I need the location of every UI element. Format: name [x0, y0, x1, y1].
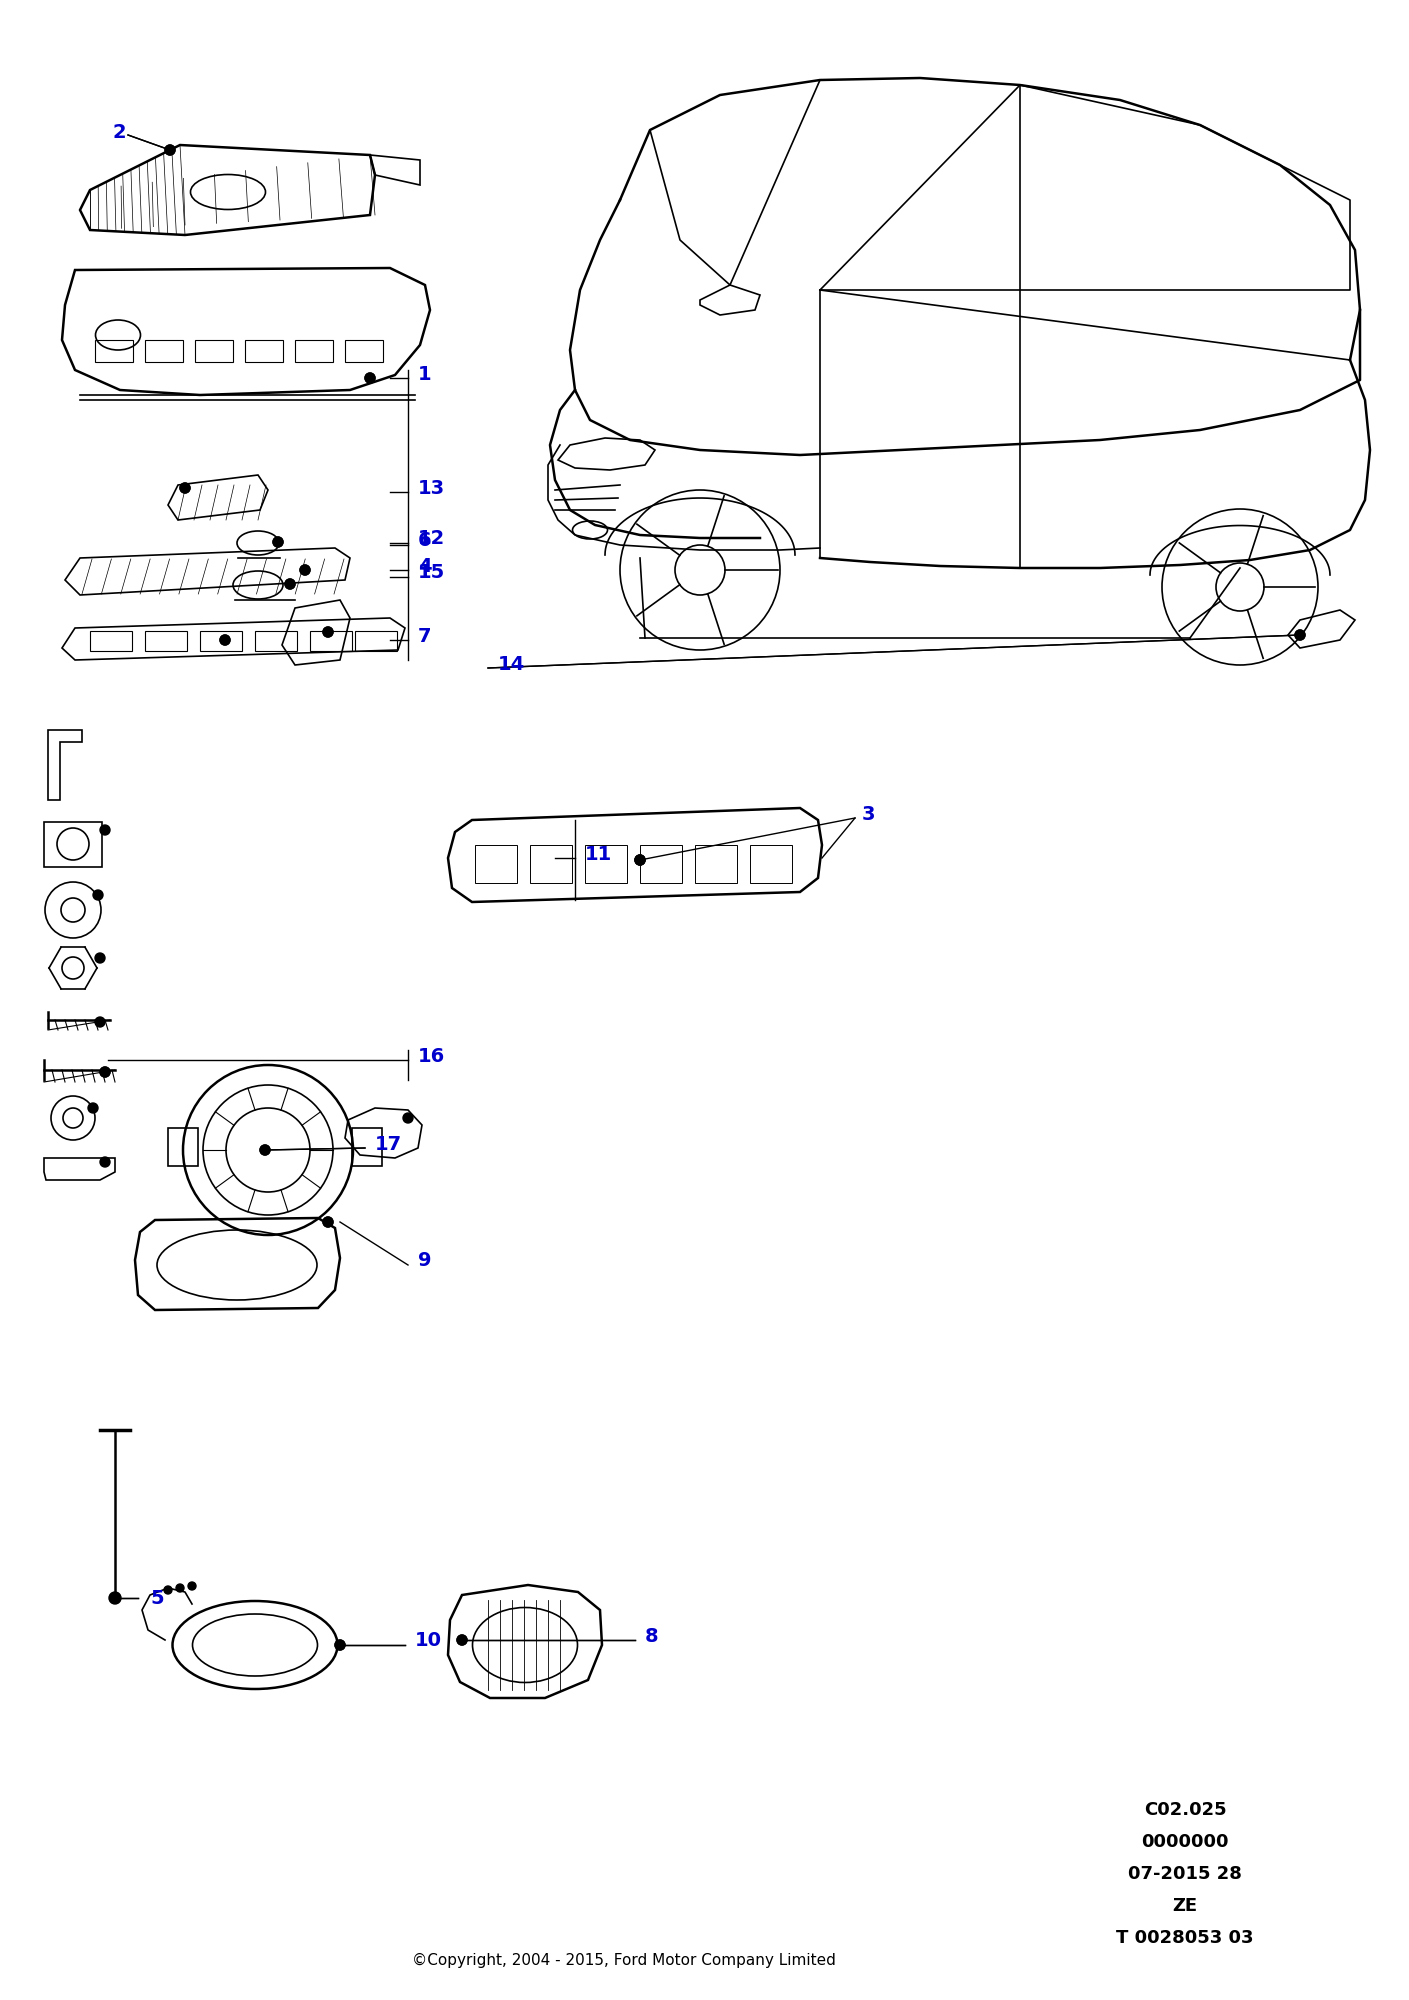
Circle shape [100, 1068, 110, 1076]
Circle shape [323, 1216, 333, 1226]
Circle shape [180, 482, 190, 492]
Text: 16: 16 [418, 1046, 445, 1066]
Circle shape [335, 1640, 345, 1650]
Text: T 0028053 03: T 0028053 03 [1116, 1928, 1254, 1948]
Text: 3: 3 [862, 806, 875, 824]
Circle shape [163, 1586, 172, 1594]
Circle shape [273, 536, 283, 546]
Circle shape [323, 628, 333, 636]
Bar [585, 844, 627, 884]
Circle shape [323, 1216, 333, 1226]
Circle shape [1295, 630, 1305, 640]
Text: 17: 17 [375, 1134, 402, 1154]
Circle shape [94, 954, 106, 964]
Bar [90, 632, 132, 652]
Circle shape [261, 1144, 271, 1156]
Bar [94, 340, 132, 362]
Bar [255, 632, 297, 652]
Circle shape [285, 580, 294, 588]
Text: C02.025: C02.025 [1144, 1800, 1226, 1820]
Text: 7: 7 [418, 626, 431, 646]
Text: ZE: ZE [1172, 1896, 1198, 1916]
Circle shape [285, 580, 294, 588]
Text: 1: 1 [418, 364, 431, 384]
Bar [294, 340, 333, 362]
Circle shape [93, 890, 103, 900]
Bar [145, 340, 183, 362]
Circle shape [261, 1144, 271, 1156]
Circle shape [273, 536, 283, 546]
Bar [530, 844, 572, 884]
Text: 9: 9 [418, 1252, 431, 1270]
Circle shape [635, 856, 645, 864]
Circle shape [110, 1592, 120, 1604]
Circle shape [100, 1068, 110, 1076]
Circle shape [94, 1016, 106, 1028]
Bar [352, 1128, 382, 1166]
Circle shape [100, 1156, 110, 1168]
Circle shape [187, 1582, 196, 1590]
Text: 8: 8 [645, 1626, 658, 1646]
Text: 4: 4 [418, 556, 431, 576]
Bar [168, 1128, 199, 1166]
Bar [355, 632, 397, 652]
Circle shape [635, 856, 645, 864]
Circle shape [220, 636, 230, 644]
Text: 15: 15 [418, 564, 445, 582]
Circle shape [87, 1104, 99, 1112]
Circle shape [176, 1584, 185, 1592]
Text: 2: 2 [111, 122, 125, 142]
Bar [245, 340, 283, 362]
Circle shape [300, 564, 310, 576]
Circle shape [100, 824, 110, 836]
Circle shape [403, 1112, 413, 1124]
Text: 10: 10 [416, 1632, 442, 1650]
Bar [475, 844, 517, 884]
Bar [194, 340, 232, 362]
Text: 12: 12 [418, 530, 445, 548]
Bar [44, 822, 101, 868]
Circle shape [635, 856, 645, 864]
Text: 13: 13 [418, 478, 445, 498]
Text: 07-2015 28: 07-2015 28 [1129, 1864, 1241, 1884]
Circle shape [300, 564, 310, 576]
Circle shape [180, 482, 190, 492]
Bar [640, 844, 682, 884]
Circle shape [323, 628, 333, 636]
Circle shape [220, 636, 230, 644]
Text: 6: 6 [418, 532, 431, 550]
Bar [345, 340, 383, 362]
Circle shape [457, 1636, 466, 1644]
Text: 5: 5 [149, 1588, 163, 1608]
Bar [200, 632, 242, 652]
Bar [695, 844, 737, 884]
Circle shape [165, 146, 175, 156]
Bar [310, 632, 352, 652]
Circle shape [365, 372, 375, 384]
Circle shape [1295, 630, 1305, 640]
Circle shape [457, 1636, 466, 1644]
Text: 0000000: 0000000 [1141, 1832, 1229, 1852]
Circle shape [165, 146, 175, 156]
Circle shape [335, 1640, 345, 1650]
Bar [750, 844, 792, 884]
Circle shape [365, 372, 375, 384]
Circle shape [108, 1592, 121, 1604]
Bar [145, 632, 187, 652]
Text: ©Copyright, 2004 - 2015, Ford Motor Company Limited: ©Copyright, 2004 - 2015, Ford Motor Comp… [411, 1952, 836, 1968]
Text: 11: 11 [585, 844, 613, 864]
Text: 14: 14 [497, 654, 526, 674]
